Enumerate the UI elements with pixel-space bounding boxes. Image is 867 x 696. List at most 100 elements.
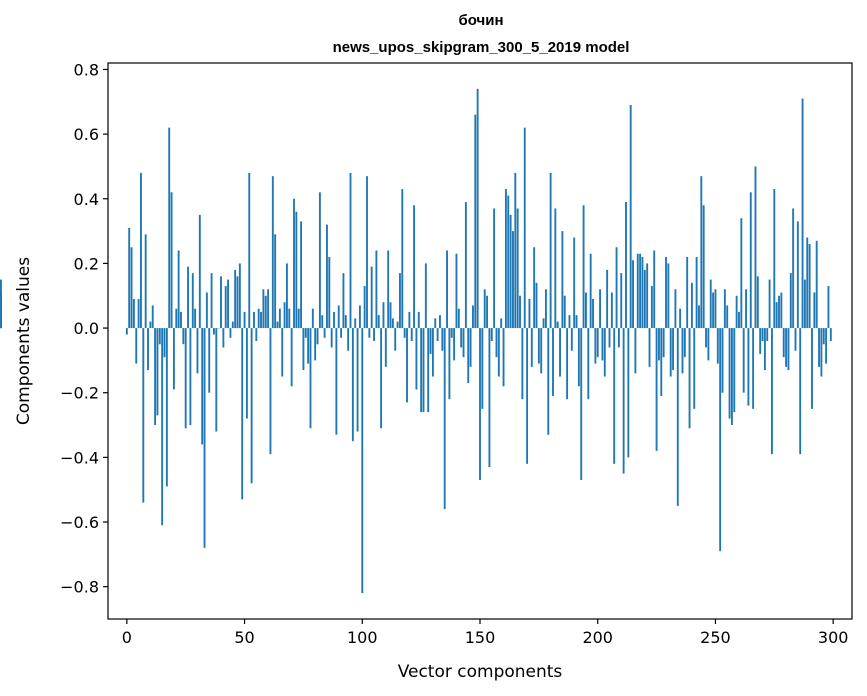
bar [719, 328, 722, 552]
bar [342, 273, 345, 329]
bar [356, 328, 359, 432]
bar [493, 208, 496, 329]
x-axis-ticks: 0 50 100 150 200 250 300 [122, 619, 848, 647]
bar [533, 247, 536, 329]
bar [582, 205, 585, 329]
bar [323, 328, 326, 338]
bar [801, 98, 804, 329]
bar [227, 279, 230, 329]
bar [490, 328, 493, 341]
bar [363, 286, 366, 329]
bar [601, 328, 604, 361]
bar [257, 308, 260, 329]
chart-subtitle: news_upos_skipgram_300_5_2019 model [333, 39, 630, 56]
x-tick-label: 150 [465, 628, 496, 647]
bar [474, 114, 477, 329]
bar [721, 328, 724, 393]
bar [132, 298, 135, 329]
y-tick-label: −0.4 [60, 448, 99, 467]
bar [333, 311, 335, 329]
bar [523, 127, 526, 329]
bar [335, 328, 338, 435]
bar [420, 328, 423, 413]
bar [806, 237, 809, 329]
bar [808, 244, 811, 329]
bar [243, 311, 246, 329]
bar [639, 253, 642, 329]
bar [712, 292, 715, 329]
bar [681, 328, 684, 374]
bar [300, 221, 302, 329]
bar [563, 295, 566, 329]
bar [255, 328, 258, 341]
bar [194, 308, 197, 329]
bar [483, 289, 486, 329]
bar [307, 328, 310, 364]
bar [161, 328, 164, 526]
bar [683, 328, 686, 358]
bar [815, 240, 818, 329]
bar [137, 298, 140, 329]
bar [665, 256, 667, 329]
bar [380, 328, 383, 429]
bar [366, 176, 368, 329]
bar [318, 192, 321, 329]
bar [495, 328, 498, 358]
bar [403, 328, 406, 338]
bar [641, 256, 644, 329]
bar [733, 328, 736, 413]
bar [662, 328, 665, 358]
bar [573, 237, 576, 329]
bar [184, 328, 187, 429]
bar [730, 328, 733, 426]
bar [796, 221, 799, 329]
bar [283, 302, 286, 329]
bar [674, 289, 677, 329]
bar [552, 328, 554, 396]
bar [622, 328, 625, 474]
bar [415, 328, 418, 390]
bar [469, 328, 472, 367]
bar [434, 318, 437, 329]
bar [302, 328, 305, 371]
bar [643, 269, 646, 329]
bar [686, 256, 689, 329]
bar [738, 311, 740, 329]
bar [213, 328, 215, 335]
bar [455, 253, 458, 329]
bar [224, 286, 227, 329]
bar [464, 202, 467, 329]
bar [358, 305, 361, 329]
x-tick-label: 250 [700, 628, 731, 647]
bar [742, 328, 745, 393]
bar [349, 172, 352, 329]
bar [408, 311, 411, 329]
bar [264, 295, 267, 329]
bar [269, 328, 272, 455]
bar [519, 295, 521, 329]
bar [716, 328, 719, 364]
bar [267, 289, 270, 329]
bar [234, 269, 237, 329]
bar [655, 328, 658, 451]
bar [575, 315, 578, 329]
bar [702, 205, 705, 329]
bar [556, 321, 559, 329]
y-axis-ticks: −0.8 −0.6 −0.4 −0.2 0.0 0.2 0.4 0.6 0.8 [60, 60, 108, 597]
bar [813, 292, 816, 329]
bar [592, 298, 594, 329]
bar [271, 176, 274, 329]
bar [507, 195, 510, 329]
bar [142, 328, 145, 503]
bar [714, 289, 717, 329]
bar [636, 253, 639, 329]
bar [170, 192, 173, 329]
bar [260, 311, 262, 329]
bar [606, 269, 609, 329]
bar [726, 305, 729, 329]
bar [535, 282, 538, 329]
y-tick-label: 0.8 [74, 60, 99, 79]
bar [752, 328, 755, 409]
bar [514, 172, 517, 329]
bar [460, 328, 463, 348]
